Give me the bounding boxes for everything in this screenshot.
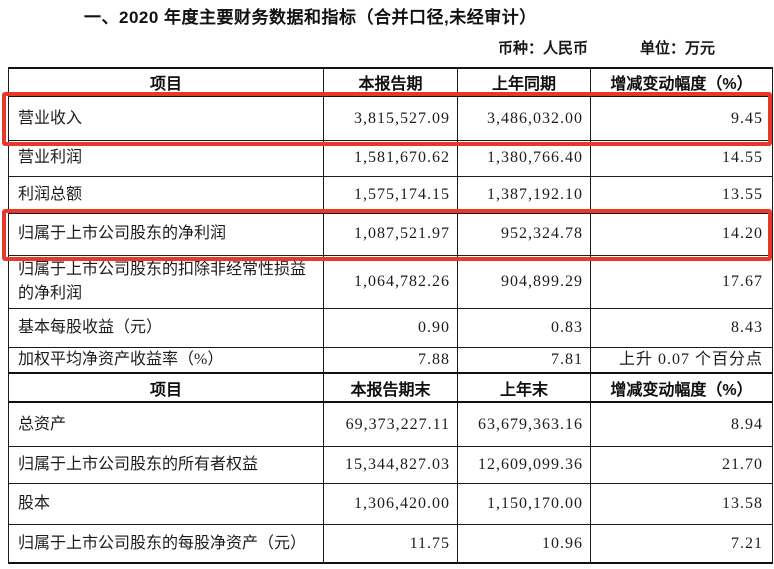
value-change: 8.43 bbox=[590, 307, 773, 348]
table-header-row: 项目 本报告期末 上年末 增减变动幅度（%） bbox=[8, 372, 773, 403]
value-current: 0.90 bbox=[323, 307, 458, 348]
column-header-current-period: 本报告期 bbox=[323, 67, 458, 97]
table-row-operating-profit: 营业利润 1,581,670.62 1,380,766.40 14.55 bbox=[8, 139, 773, 177]
column-header-period-end: 本报告期末 bbox=[323, 372, 458, 403]
table-row-net-profit-excl-nonrecurring: 归属于上市公司股东的扣除非经常性损益的净利润 1,064,782.26 904,… bbox=[8, 254, 773, 309]
value-prior: 7.81 bbox=[457, 346, 591, 374]
row-label: 归属于上市公司股东的净利润 bbox=[8, 212, 324, 256]
row-label: 股本 bbox=[8, 482, 324, 525]
row-label: 营业收入 bbox=[8, 95, 324, 141]
column-header-item: 项目 bbox=[8, 67, 324, 97]
value-prior: 63,679,363.16 bbox=[457, 401, 591, 447]
row-label: 营业利润 bbox=[8, 139, 324, 177]
row-label: 基本每股收益（元） bbox=[8, 307, 324, 348]
table-row-basic-eps: 基本每股收益（元） 0.90 0.83 8.43 bbox=[8, 307, 773, 348]
value-current: 1,306,420.00 bbox=[323, 482, 458, 525]
value-change: 13.58 bbox=[590, 482, 773, 525]
column-header-change-pct: 增减变动幅度（%） bbox=[590, 372, 773, 403]
row-label: 加权平均净资产收益率（%） bbox=[8, 346, 324, 374]
table-row-total-profit: 利润总额 1,575,174.15 1,387,192.10 13.55 bbox=[8, 175, 773, 214]
value-change: 14.55 bbox=[590, 139, 773, 177]
value-prior: 1,380,766.40 bbox=[457, 139, 591, 177]
table-header-row: 项目 本报告期 上年同期 增减变动幅度（%） bbox=[8, 67, 773, 97]
section-title: 一、2020 年度主要财务数据和指标（合并口径,未经审计） bbox=[84, 8, 537, 27]
column-header-item: 项目 bbox=[8, 372, 324, 403]
value-current: 3,815,527.09 bbox=[323, 95, 458, 141]
row-label: 利润总额 bbox=[8, 175, 324, 214]
value-current: 1,581,670.62 bbox=[323, 139, 458, 177]
value-current: 15,344,827.03 bbox=[323, 445, 458, 484]
value-current: 1,575,174.15 bbox=[323, 175, 458, 214]
column-header-change-pct: 增减变动幅度（%） bbox=[590, 67, 773, 97]
table-row-share-capital: 股本 1,306,420.00 1,150,170.00 13.58 bbox=[8, 482, 773, 525]
value-change: 13.55 bbox=[590, 175, 773, 214]
table-row-owners-equity: 归属于上市公司股东的所有者权益 15,344,827.03 12,609,099… bbox=[8, 445, 773, 484]
value-prior: 904,899.29 bbox=[457, 254, 591, 309]
value-change: 14.20 bbox=[590, 212, 773, 256]
value-current: 69,373,227.11 bbox=[323, 401, 458, 447]
table-row-weighted-avg-roe: 加权平均净资产收益率（%） 7.88 7.81 上升 0.07 个百分点 bbox=[8, 346, 773, 374]
row-label: 总资产 bbox=[8, 401, 324, 447]
column-header-prior-period: 上年同期 bbox=[457, 67, 591, 97]
value-change: 17.67 bbox=[590, 254, 773, 309]
value-current: 11.75 bbox=[323, 523, 458, 564]
value-prior: 12,609,099.36 bbox=[457, 445, 591, 484]
meta-line: 币种：人民币 单位：万元 bbox=[0, 37, 774, 57]
row-label: 归属于上市公司股东的所有者权益 bbox=[8, 445, 324, 484]
unit-label: 单位：万元 bbox=[640, 40, 716, 57]
value-current: 1,087,521.97 bbox=[323, 212, 458, 256]
value-change: 8.94 bbox=[590, 401, 773, 447]
column-header-prior-year-end: 上年末 bbox=[457, 372, 591, 403]
value-prior: 0.83 bbox=[457, 307, 591, 348]
table-row-total-assets: 总资产 69,373,227.11 63,679,363.16 8.94 bbox=[8, 401, 773, 447]
table-row-net-assets-per-share: 归属于上市公司股东的每股净资产（元） 11.75 10.96 7.21 bbox=[8, 523, 773, 564]
value-prior: 3,486,032.00 bbox=[457, 95, 591, 141]
currency-label: 币种：人民币 bbox=[498, 40, 589, 57]
value-prior: 1,150,170.00 bbox=[457, 482, 591, 525]
value-current: 1,064,782.26 bbox=[323, 254, 458, 309]
table-row-net-profit: 归属于上市公司股东的净利润 1,087,521.97 952,324.78 14… bbox=[8, 212, 773, 256]
row-label: 归属于上市公司股东的每股净资产（元） bbox=[8, 523, 324, 564]
value-prior: 10.96 bbox=[457, 523, 591, 564]
value-change: 上升 0.07 个百分点 bbox=[590, 346, 773, 374]
table-row-revenue: 营业收入 3,815,527.09 3,486,032.00 9.45 bbox=[8, 95, 773, 141]
value-current: 7.88 bbox=[323, 346, 458, 374]
value-prior: 1,387,192.10 bbox=[457, 175, 591, 214]
financial-table: 项目 本报告期 上年同期 增减变动幅度（%） 营业收入 3,815,527.09… bbox=[8, 67, 773, 564]
value-change: 7.21 bbox=[590, 523, 773, 564]
value-change: 21.70 bbox=[590, 445, 773, 484]
value-change: 9.45 bbox=[590, 95, 773, 141]
value-prior: 952,324.78 bbox=[457, 212, 591, 256]
row-label: 归属于上市公司股东的扣除非经常性损益的净利润 bbox=[8, 254, 324, 309]
